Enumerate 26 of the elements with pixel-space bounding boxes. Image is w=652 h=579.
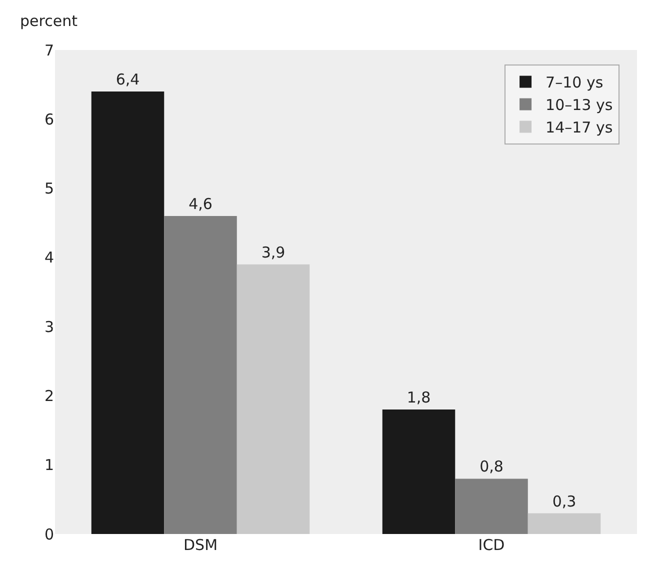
y-tick-label: 3 [44, 318, 54, 336]
data-label: 0,8 [480, 458, 504, 476]
y-tick-label: 7 [44, 41, 54, 60]
bar [382, 410, 456, 534]
y-tick-label: 1 [44, 456, 54, 474]
data-label: 1,8 [406, 388, 431, 407]
data-label: 4,6 [188, 194, 212, 213]
x-tick-label: ICD [478, 536, 505, 554]
bar [236, 264, 310, 534]
y-tick-label: 0 [44, 525, 54, 544]
x-tick-label: DSM [183, 536, 218, 554]
y-tick-label: 5 [44, 180, 54, 198]
bar [455, 478, 528, 534]
y-tick-label: 4 [44, 248, 54, 267]
legend-label: 10–13 ys [546, 96, 613, 114]
data-label: 6,4 [116, 70, 140, 88]
y-tick-label: 2 [44, 386, 54, 405]
y-tick-label: 6 [44, 110, 54, 128]
legend-label: 14–17 ys [546, 118, 613, 137]
bar [164, 216, 237, 534]
y-axis-title: percent [20, 12, 78, 30]
bar [528, 513, 601, 534]
data-label: 3,9 [261, 243, 286, 262]
bar [91, 91, 164, 534]
data-label: 0,3 [552, 492, 576, 510]
legend-label: 7–10 ys [546, 74, 604, 92]
